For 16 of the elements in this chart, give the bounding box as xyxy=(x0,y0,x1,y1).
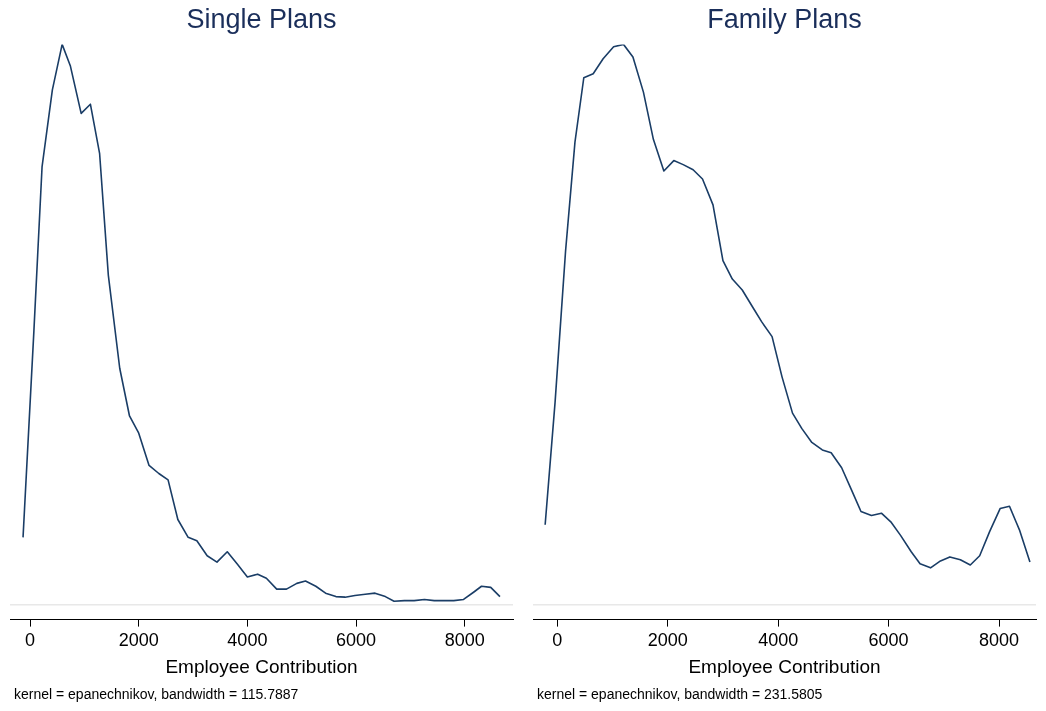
x-axis-title: Employee Contribution xyxy=(688,655,881,677)
x-tick-label: 8000 xyxy=(444,630,485,651)
chart-title: Single Plans xyxy=(186,3,337,34)
x-tick-label: 2000 xyxy=(118,630,159,651)
x-tick-label: 4000 xyxy=(227,630,268,651)
x-tick-label: 2000 xyxy=(647,630,688,651)
x-tick-label: 0 xyxy=(552,630,563,651)
x-axis-title: Employee Contribution xyxy=(165,655,358,677)
x-tick-label: 4000 xyxy=(758,630,799,651)
chart-title: Family Plans xyxy=(707,3,862,34)
text: kernel = epanechnikov, bandwidth = 115.7887 xyxy=(14,686,299,702)
x-tick-label: 6000 xyxy=(868,630,909,651)
text: kernel = epanechnikov, bandwidth = 231.5805 xyxy=(537,686,823,702)
x-tick-label: 0 xyxy=(25,630,36,651)
x-tick-label: 8000 xyxy=(978,630,1020,651)
x-tick-label: 6000 xyxy=(335,630,377,651)
